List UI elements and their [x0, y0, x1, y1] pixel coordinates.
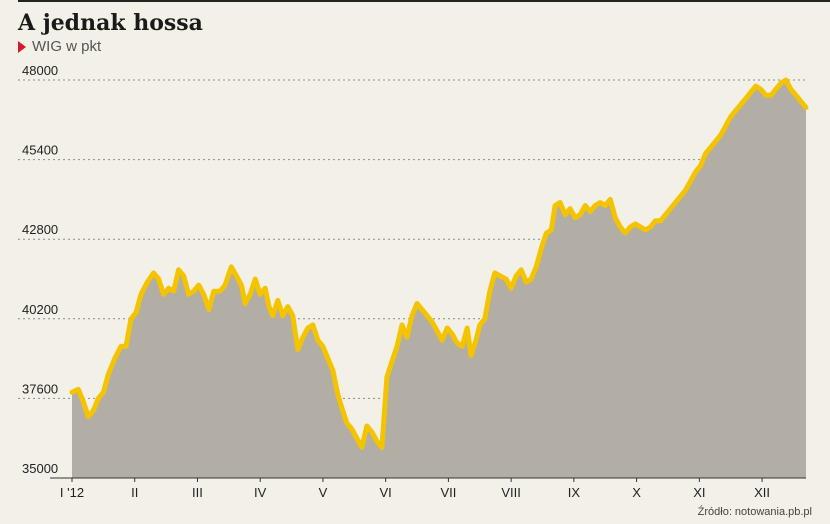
x-tick-label: VI [380, 485, 392, 500]
wig-line [69, 77, 809, 450]
x-tick-label: II [131, 485, 138, 500]
y-tick-label: 45400 [22, 143, 58, 158]
x-tick-label: X [632, 485, 641, 500]
x-tick-label: XII [754, 485, 770, 500]
chart-title: A jednak hossa [18, 10, 203, 36]
x-tick-label: III [192, 485, 203, 500]
subtitle-row: WIG w pkt [18, 38, 101, 55]
y-tick-label: 35000 [22, 461, 58, 476]
y-axis-labels: 35000 37600 40200 42800 45400 48000 [22, 63, 58, 476]
x-axis-labels: I '12 II III IV V VI VII VIII IX X XI XII [60, 478, 770, 500]
top-rule [18, 0, 830, 2]
x-tick-label: XI [693, 485, 705, 500]
y-tick-label: 37600 [22, 381, 58, 396]
wig-area [72, 80, 806, 478]
x-tick-label: VIII [501, 485, 521, 500]
chart-subtitle: WIG w pkt [32, 38, 102, 55]
x-tick-label: IV [254, 485, 267, 500]
triangle-marker-icon [18, 40, 26, 53]
y-tick-label: 48000 [22, 63, 58, 78]
x-tick-label: V [319, 485, 328, 500]
x-tick-label: I '12 [60, 485, 84, 500]
x-tick-label: IX [568, 485, 581, 500]
x-tick-label: VII [440, 485, 456, 500]
source-note: Źródło: notowania.pb.pl [697, 506, 812, 518]
y-tick-label: 40200 [22, 302, 58, 317]
y-tick-label: 42800 [22, 222, 58, 237]
